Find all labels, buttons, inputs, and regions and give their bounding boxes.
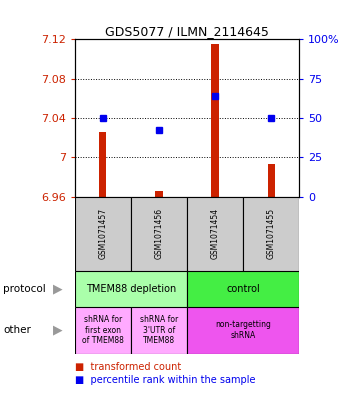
Bar: [187, 307, 299, 354]
Text: other: other: [3, 325, 31, 335]
Text: GSM1071455: GSM1071455: [267, 208, 276, 259]
Text: GSM1071454: GSM1071454: [210, 208, 220, 259]
Text: TMEM88 depletion: TMEM88 depletion: [86, 284, 176, 294]
Text: non-targetting
shRNA: non-targetting shRNA: [215, 320, 271, 340]
Bar: [75, 307, 131, 354]
Bar: [155, 191, 163, 196]
Text: shRNA for
3'UTR of
TMEM88: shRNA for 3'UTR of TMEM88: [140, 315, 178, 345]
Text: GSM1071456: GSM1071456: [154, 208, 164, 259]
Bar: [211, 44, 219, 196]
Bar: [243, 196, 299, 271]
Text: control: control: [226, 284, 260, 294]
Text: shRNA for
first exon
of TMEM88: shRNA for first exon of TMEM88: [82, 315, 124, 345]
Bar: [75, 271, 187, 307]
Text: ■  percentile rank within the sample: ■ percentile rank within the sample: [75, 375, 255, 386]
Text: ▶: ▶: [53, 323, 63, 337]
Bar: [99, 132, 106, 196]
Bar: [131, 307, 187, 354]
Bar: [75, 196, 131, 271]
Bar: [187, 271, 299, 307]
Text: protocol: protocol: [3, 284, 46, 294]
Text: ▶: ▶: [53, 282, 63, 296]
Text: GSM1071457: GSM1071457: [98, 208, 107, 259]
Bar: [131, 196, 187, 271]
Bar: [268, 164, 275, 196]
Text: ■  transformed count: ■ transformed count: [75, 362, 181, 373]
Title: GDS5077 / ILMN_2114645: GDS5077 / ILMN_2114645: [105, 25, 269, 38]
Bar: [187, 196, 243, 271]
